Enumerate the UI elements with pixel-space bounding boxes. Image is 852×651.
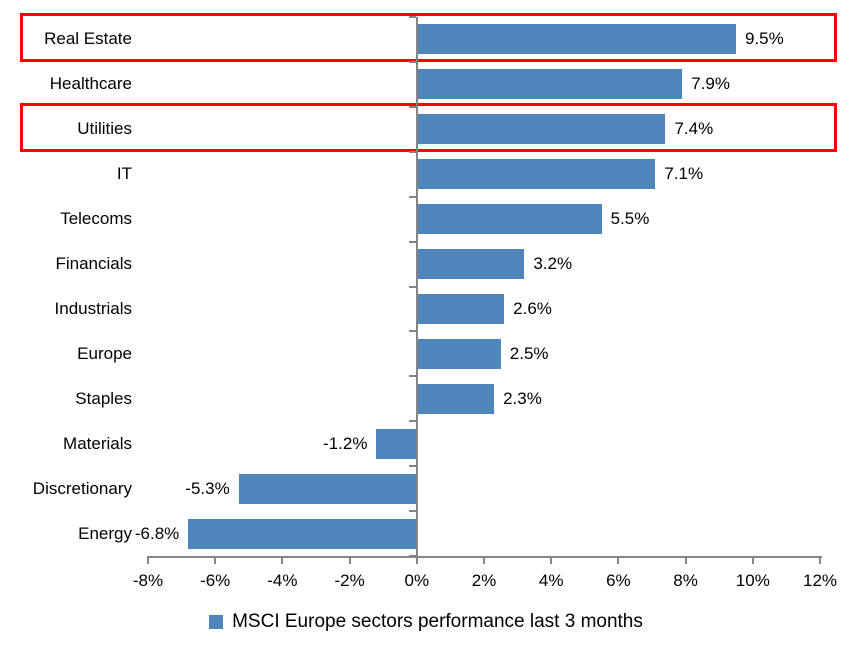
legend-label: MSCI Europe sectors performance last 3 m… (232, 611, 643, 632)
category-axis-tick (408, 420, 416, 423)
category-label: Healthcare (49, 74, 132, 94)
category-axis-tick (408, 240, 416, 243)
category-label: Staples (75, 388, 132, 408)
value-label: 3.2% (533, 254, 573, 274)
category-label: Utilities (77, 119, 132, 139)
value-axis-tick-label: 10% (735, 571, 770, 590)
category-label: Financials (55, 254, 132, 274)
value-label: 7.1% (664, 164, 704, 184)
category-axis-tick (408, 285, 416, 288)
value-axis-tick-label: 12% (802, 571, 838, 590)
bar (416, 293, 505, 324)
category-label: Energy (78, 523, 132, 543)
value-axis-tick (147, 556, 149, 564)
category-label: IT (116, 164, 132, 184)
bar (416, 383, 495, 414)
value-label: 7.9% (691, 74, 730, 94)
value-axis-tick-label: 2% (471, 571, 497, 590)
value-axis-tick (483, 556, 485, 564)
value-label: -1.2% (323, 433, 368, 453)
value-axis-tick (751, 556, 754, 564)
bar (416, 69, 683, 100)
value-axis-tick (550, 556, 553, 564)
category-axis-tick (408, 105, 416, 108)
category-label: Materials (63, 433, 132, 453)
category-label: Discretionary (32, 478, 132, 498)
category-label: Industrials (54, 298, 132, 318)
value-axis-tick (684, 556, 687, 564)
value-label: 5.5% (610, 209, 650, 229)
category-axis-tick (408, 150, 416, 153)
legend: MSCI Europe sectors performance last 3 m… (0, 606, 852, 638)
legend-marker-icon (209, 615, 224, 629)
value-label: 2.3% (503, 388, 542, 408)
value-label: 2.6% (513, 298, 552, 318)
value-axis-tick-label: -4% (267, 571, 298, 590)
value-label: -6.8% (134, 523, 180, 543)
bar (416, 159, 656, 190)
bar (416, 338, 501, 369)
bar (238, 473, 417, 504)
category-axis-tick (408, 510, 416, 513)
category-axis-tick (408, 375, 416, 378)
value-axis-tick (415, 556, 418, 564)
value-axis-tick (819, 556, 821, 564)
value-axis-tick-label: 8% (673, 571, 698, 590)
category-axis-tick (408, 16, 416, 18)
value-axis-tick-label: -8% (132, 571, 164, 590)
bar (416, 204, 602, 235)
value-label: 9.5% (745, 29, 784, 49)
value-axis-tick (348, 556, 351, 564)
value-axis-tick-label: -6% (200, 571, 231, 590)
value-axis-tick-label: 4% (538, 571, 564, 590)
category-axis-tick (408, 60, 416, 63)
bar (416, 114, 666, 145)
bar (416, 24, 736, 55)
value-axis-tick (281, 556, 284, 564)
value-axis-line (148, 556, 822, 558)
category-label: Europe (77, 343, 132, 363)
category-axis-tick (408, 330, 416, 333)
value-label: -5.3% (185, 478, 230, 498)
value-axis-tick-label: -2% (334, 571, 365, 590)
value-axis-tick (214, 556, 217, 564)
bar (376, 428, 417, 459)
bar (416, 249, 525, 280)
category-label: Telecoms (60, 209, 132, 229)
value-axis-tick-label: 6% (606, 571, 631, 590)
category-axis-tick (408, 465, 416, 468)
value-label: 7.4% (674, 119, 714, 139)
value-axis-tick-label: 0% (404, 571, 430, 590)
category-axis-line (415, 17, 418, 556)
category-axis-tick (408, 195, 416, 198)
value-label: 2.5% (509, 343, 549, 363)
bar (188, 518, 417, 549)
category-label: Real Estate (44, 29, 132, 49)
value-axis-tick (617, 556, 620, 564)
